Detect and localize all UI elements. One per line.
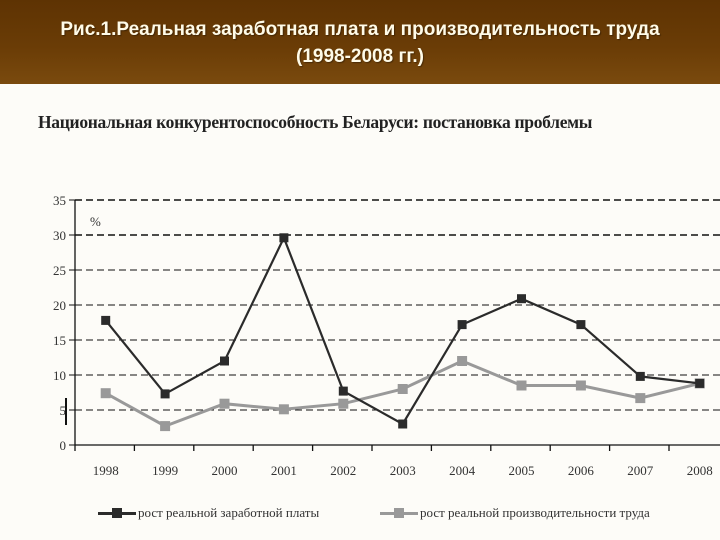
y-tick-label: 15: [53, 333, 66, 348]
y-tick-label: 5: [60, 403, 67, 418]
x-tick-label: 1998: [93, 463, 119, 478]
x-tick-label: 2007: [627, 463, 654, 478]
productivity-marker: [219, 398, 230, 409]
x-tick-label: 2001: [271, 463, 297, 478]
slide-title: Рис.1.Реальная заработная плата и произв…: [60, 19, 660, 67]
wages-marker: [576, 320, 586, 330]
wages-marker: [101, 315, 111, 325]
y-tick-label: 20: [53, 298, 66, 313]
productivity-marker: [575, 380, 586, 391]
legend-item-wages: рост реальной заработной платы: [98, 505, 319, 521]
legend-swatch-productivity-icon: [380, 508, 418, 518]
x-tick-label: 2000: [212, 463, 238, 478]
wages-marker: [457, 320, 467, 330]
x-tick-label: 2004: [449, 463, 476, 478]
productivity-marker: [635, 393, 646, 404]
wages-marker: [635, 371, 645, 381]
wages-line: [104, 235, 700, 426]
wages-marker: [398, 419, 408, 429]
y-tick-label: 0: [60, 438, 67, 453]
productivity-marker: [457, 356, 468, 366]
productivity-marker: [160, 421, 171, 432]
x-tick-label: 2005: [509, 463, 535, 478]
x-tick-label: 2008: [687, 463, 713, 478]
productivity-marker: [278, 404, 289, 415]
wages-marker: [517, 294, 526, 304]
x-tick-label: 1999: [152, 463, 178, 478]
productivity-marker: [397, 384, 408, 394]
wages-marker: [338, 386, 348, 396]
x-tick-label: 2003: [390, 463, 416, 478]
wages-marker: [160, 389, 170, 399]
chart-legend: рост реальной заработной платы рост реал…: [0, 505, 720, 525]
slide-header: Рис.1.Реальная заработная плата и произв…: [0, 0, 720, 84]
y-tick-label: 10: [53, 368, 66, 383]
y-tick-label: 25: [53, 263, 66, 278]
legend-item-productivity: рост реальной производительности труда: [380, 505, 650, 521]
legend-label-productivity: рост реальной производительности труда: [420, 505, 650, 520]
legend-swatch-wages-icon: [98, 508, 136, 518]
y-tick-label: 30: [53, 228, 66, 243]
wages-marker: [220, 356, 229, 366]
productivity-marker: [516, 380, 527, 391]
y-tick-label: 35: [53, 193, 66, 208]
chart-subtitle: Национальная конкурентоспособность Белар…: [38, 112, 593, 132]
x-tick-label: 2002: [330, 463, 356, 478]
x-tick-label: 2006: [568, 463, 595, 478]
productivity-marker: [338, 398, 349, 409]
y-unit-label: %: [90, 214, 101, 229]
wages-marker: [279, 233, 289, 243]
legend-label-wages: рост реальной заработной платы: [138, 505, 320, 520]
productivity-marker: [100, 388, 111, 399]
wages-marker: [695, 378, 705, 388]
